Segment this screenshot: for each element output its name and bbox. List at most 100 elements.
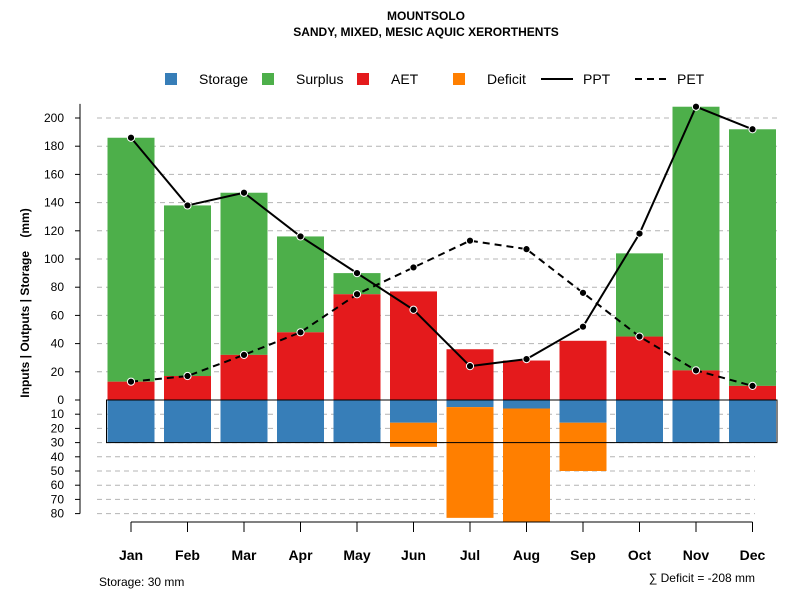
bar-storage [390, 400, 437, 423]
y-tick-label: 20 [51, 421, 65, 435]
pet-line-point [635, 332, 644, 341]
bar-surplus [220, 192, 268, 355]
bar-storage [107, 400, 155, 443]
bar-storage [729, 400, 776, 443]
y-tick-label: 200 [44, 111, 64, 125]
bar-surplus [672, 106, 720, 371]
pet-line-point [183, 371, 192, 381]
bar-storage [672, 400, 720, 443]
legend-swatch-aet [357, 73, 369, 85]
ppt-line-point [183, 201, 192, 210]
x-tick-label: Jun [401, 547, 426, 563]
pet-line-point [239, 350, 249, 359]
x-tick-label: Oct [628, 547, 652, 563]
ppt-line-point [239, 188, 249, 197]
x-tick-label: Aug [513, 547, 540, 563]
y-tick-label: 60 [51, 308, 65, 322]
legend-label-deficit: Deficit [487, 71, 526, 87]
y-tick-label: 10 [51, 407, 65, 421]
legend-label-surplus: Surplus [296, 71, 343, 87]
bar-aet [277, 332, 324, 400]
bar-storage [277, 400, 324, 443]
y-tick-label: 60 [51, 478, 65, 492]
bar-aet [616, 336, 663, 400]
bar-surplus [164, 205, 211, 377]
storage-note: Storage: 30 mm [99, 575, 184, 589]
bar-surplus [729, 129, 776, 386]
ppt-line-point [691, 102, 701, 111]
y-tick-label: 50 [51, 464, 65, 478]
y-tick-label: 180 [44, 139, 64, 153]
bars [106, 106, 778, 523]
legend-label-pet: PET [677, 71, 705, 87]
bar-storage [446, 400, 494, 408]
ppt-line-point [522, 355, 531, 364]
pet-line-point [748, 381, 757, 390]
bar-aet [503, 360, 550, 400]
pet-line [130, 239, 753, 387]
y-axis-label: Inputs | Outputs | Storage (mm) [18, 208, 32, 397]
ppt-line-point [578, 322, 588, 331]
bar-aet [729, 385, 776, 400]
y-tick-label: 80 [51, 280, 65, 294]
pet-line-point [126, 377, 136, 386]
x-tick-label: Jul [460, 547, 480, 563]
series-lines [126, 102, 757, 390]
ppt-line [130, 105, 753, 368]
bar-deficit [559, 422, 607, 471]
y-tick-label: 70 [51, 492, 65, 506]
pet-line-point [296, 328, 305, 337]
bar-aet [446, 349, 494, 400]
bar-aet [164, 376, 211, 400]
y-tick-label: 40 [51, 450, 65, 464]
x-tick-label: Apr [288, 547, 313, 563]
legend-label-storage: Storage [199, 71, 248, 87]
pet-line-point [522, 245, 531, 254]
pet-line-point [465, 236, 475, 245]
bar-storage [164, 400, 211, 443]
pet-line-point [352, 290, 362, 299]
chart-subtitle: SANDY, MIXED, MESIC AQUIC XERORTHENTS [293, 25, 559, 39]
legend: Storage Surplus AET Deficit PPT PET [165, 71, 705, 87]
bar-aet [333, 294, 381, 400]
x-tick-label: Dec [740, 547, 766, 563]
ppt-line-point [748, 125, 757, 134]
bar-storage [220, 400, 268, 443]
y-tick-label: 80 [51, 507, 65, 521]
bar-deficit [446, 407, 494, 518]
x-tick-label: Jan [119, 547, 143, 563]
pet-line-point [691, 366, 701, 375]
y-tick-label: 40 [51, 337, 65, 351]
axes: 0204060801001201401601802001020304050607… [44, 103, 766, 563]
bar-storage [559, 400, 607, 423]
pet-line-point [578, 288, 588, 297]
y-tick-label: 140 [44, 196, 64, 210]
x-tick-label: May [343, 547, 370, 563]
ppt-line-point [352, 269, 362, 278]
bar-surplus [277, 236, 324, 333]
y-tick-label: 20 [51, 365, 65, 379]
bar-deficit [503, 408, 550, 523]
legend-label-aet: AET [391, 71, 419, 87]
y-tick-label: 120 [44, 224, 64, 238]
legend-swatch-deficit [453, 73, 465, 85]
bar-aet [559, 340, 607, 400]
bar-storage [616, 400, 663, 443]
ppt-line-point [465, 362, 475, 371]
x-tick-label: Nov [683, 547, 710, 563]
bar-aet [107, 381, 155, 400]
ppt-line-point [635, 229, 644, 238]
y-tick-label: 30 [51, 436, 65, 450]
ppt-line-point [409, 305, 418, 314]
x-tick-label: Feb [175, 547, 200, 563]
bar-aet [220, 354, 268, 400]
bar-storage [333, 400, 381, 443]
bar-storage [503, 400, 550, 409]
ppt-line-point [296, 232, 305, 241]
bar-surplus [616, 253, 663, 337]
ppt-line-point [126, 133, 136, 142]
legend-label-ppt: PPT [583, 71, 611, 87]
chart-title: MOUNTSOLO [387, 9, 465, 23]
bar-deficit [390, 422, 437, 447]
